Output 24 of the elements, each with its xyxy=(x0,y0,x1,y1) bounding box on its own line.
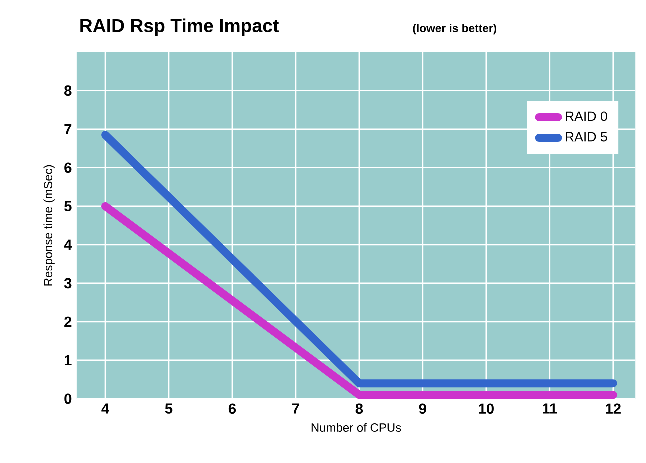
y-tick-label: 2 xyxy=(64,316,72,328)
x-tick-label: 5 xyxy=(165,404,173,414)
legend-label: RAID 5 xyxy=(566,132,608,142)
y-tick-label: 4 xyxy=(64,240,72,250)
x-tick-label: 11 xyxy=(543,404,558,414)
x-tick-label: 8 xyxy=(356,404,364,414)
y-tick-label: 7 xyxy=(64,124,72,134)
y-tick-label: 1 xyxy=(64,355,72,366)
x-axis-title: Number of CPUs xyxy=(312,423,402,432)
y-tick-label: 3 xyxy=(64,278,72,289)
x-tick-label: 9 xyxy=(419,404,426,414)
chart-title: RAID Rsp Time Impact xyxy=(80,18,279,36)
y-tick-label: 6 xyxy=(64,162,72,174)
x-tick-label: 12 xyxy=(606,404,621,414)
chart-subtitle: (lower is better) xyxy=(413,24,497,35)
x-tick-label: 6 xyxy=(228,404,236,414)
x-tick-label: 7 xyxy=(292,404,300,414)
y-tick-label: 8 xyxy=(64,86,72,96)
x-tick-label: 4 xyxy=(102,404,110,414)
y-axis-title: Response time (mSec) xyxy=(44,165,55,286)
legend-label: RAID 0 xyxy=(566,112,608,122)
x-tick-label: 10 xyxy=(479,404,494,414)
y-tick-label: 0 xyxy=(64,394,72,404)
y-tick-label: 5 xyxy=(64,201,72,212)
